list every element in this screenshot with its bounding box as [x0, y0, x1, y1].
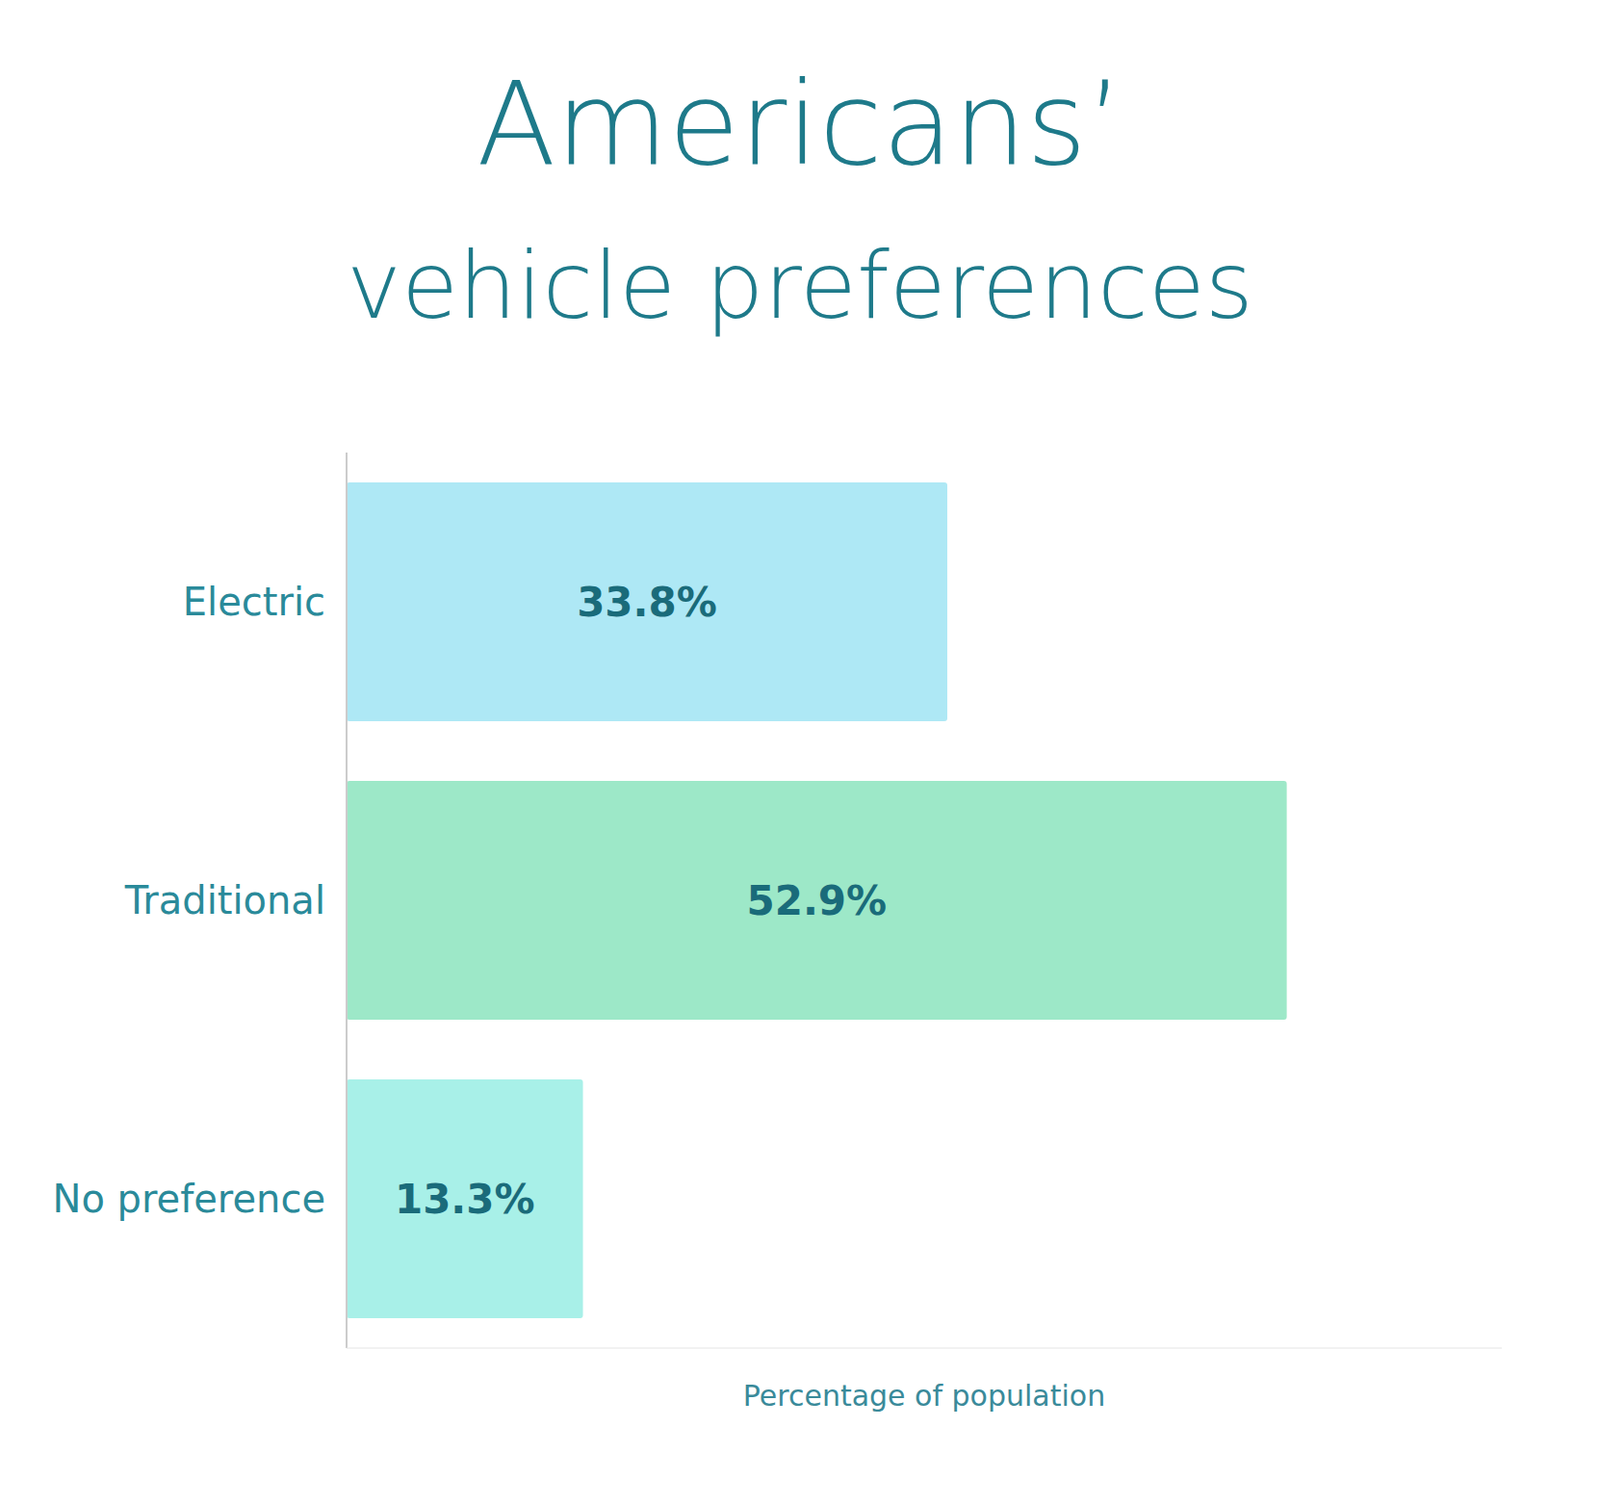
bar [346, 1079, 584, 1318]
x-axis-label: Percentage of population [743, 1378, 1106, 1413]
bar [346, 482, 948, 722]
background [0, 0, 1600, 1505]
data-label: 52.9% [746, 877, 887, 925]
category-label: No preference [52, 1176, 327, 1221]
chart-svg: Americans’ vehicle preferences 33.8% 52.9% 1… [0, 0, 1600, 1505]
bar [346, 780, 1288, 1020]
data-label: 33.8% [576, 578, 718, 626]
bars [346, 482, 1288, 1318]
y-axis-line [345, 452, 348, 1348]
data-label: 13.3% [394, 1175, 536, 1223]
category-label: Traditional [124, 877, 326, 923]
x-axis-line [346, 1347, 1502, 1349]
subtitle: vehicle preferences [346, 232, 1254, 340]
category-label: Electric [182, 579, 326, 624]
data-labels: 33.8% 52.9% 13.3% [394, 578, 887, 1223]
title: Americans’ [476, 56, 1124, 191]
